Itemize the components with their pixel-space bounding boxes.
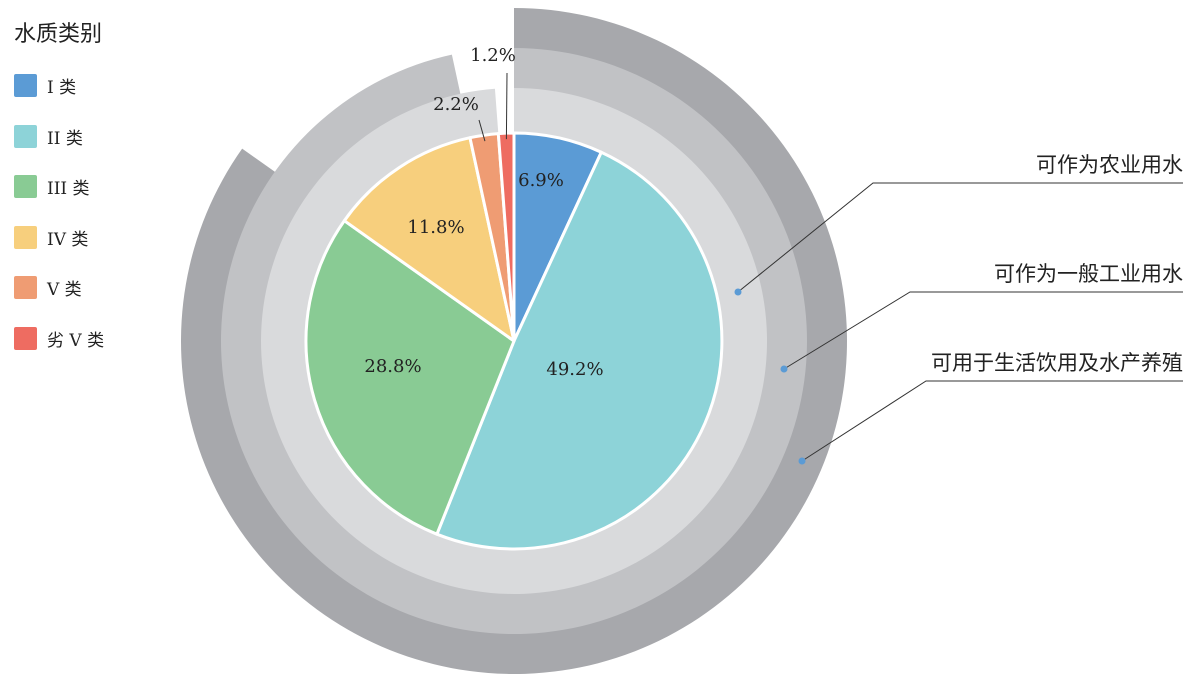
legend-swatch [14, 326, 37, 350]
slice-value-label: 49.2% [546, 359, 603, 380]
legend-swatch [14, 276, 37, 300]
annotation-leader [801, 380, 1183, 462]
legend-item: 劣 V 类 [14, 326, 104, 351]
annotation-leader [783, 291, 1183, 370]
legend-label: IV 类 [47, 229, 89, 250]
legend-item: III 类 [14, 174, 104, 199]
legend-item: I 类 [14, 73, 104, 98]
annotation-dot [780, 365, 788, 373]
legend-item: IV 类 [14, 225, 104, 250]
legend-label: V 类 [47, 280, 82, 301]
slice-value-label: 2.2% [433, 94, 479, 115]
legend: I 类 II 类 III 类 IV 类 V 类劣 V 类 [14, 73, 104, 377]
leader-line [505, 72, 508, 140]
ring-label: 可作为一般工业用水 [994, 262, 1183, 286]
legend-label: III 类 [47, 179, 90, 200]
annotation-dot [798, 457, 806, 465]
legend-title: 水质类别 [14, 22, 103, 47]
slice-value-label: 6.9% [518, 170, 564, 191]
legend-swatch [14, 124, 37, 148]
pie-slice [435, 150, 724, 551]
ring-label: 可用于生活饮用及水产养殖 [931, 351, 1183, 375]
slice-value-label: 11.8% [407, 217, 464, 238]
legend-item: II 类 [14, 124, 104, 149]
pie-slice [304, 219, 516, 536]
legend-label: 劣 V 类 [47, 330, 105, 351]
legend-label: II 类 [47, 128, 83, 149]
pie-slice [342, 136, 516, 343]
legend-label: I 类 [47, 78, 77, 98]
legend-swatch [14, 175, 37, 199]
legend-item: V 类 [14, 275, 104, 300]
legend-swatch [14, 225, 37, 249]
annotation-leader [737, 182, 1183, 293]
annotation-dot [734, 288, 742, 296]
leader-line [478, 119, 486, 142]
slice-value-label: 28.8% [364, 356, 421, 377]
slice-value-label: 1.2% [470, 45, 516, 66]
ring-label: 可作为农业用水 [1036, 153, 1183, 177]
legend-swatch [14, 74, 37, 97]
